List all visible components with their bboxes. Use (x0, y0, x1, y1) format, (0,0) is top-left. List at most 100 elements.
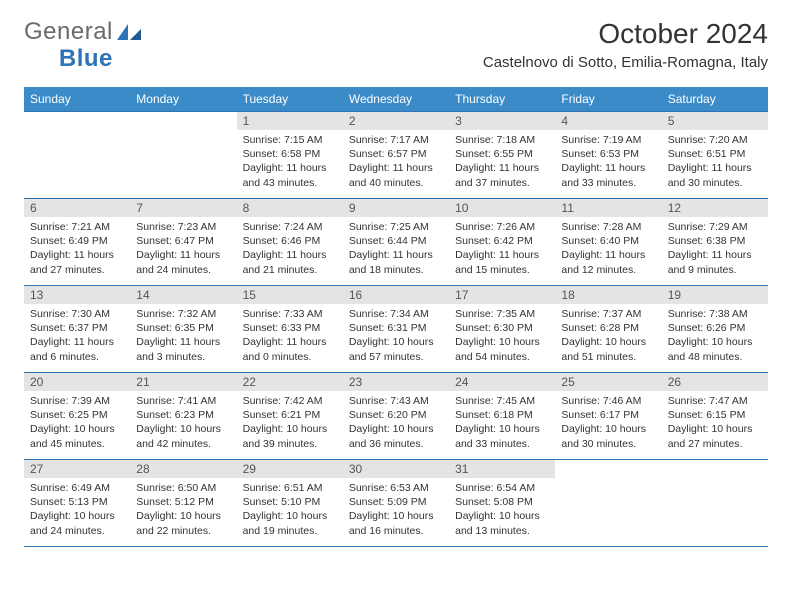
sunset-line: Sunset: 6:46 PM (243, 234, 337, 248)
calendar-day-cell: 16Sunrise: 7:34 AMSunset: 6:31 PMDayligh… (343, 286, 449, 373)
day-details: Sunrise: 7:29 AMSunset: 6:38 PMDaylight:… (662, 217, 768, 281)
weekday-header: Wednesday (343, 87, 449, 112)
daylight-line: Daylight: 10 hours and 39 minutes. (243, 422, 337, 450)
calendar-day-cell: 19Sunrise: 7:38 AMSunset: 6:26 PMDayligh… (662, 286, 768, 373)
daylight-line: Daylight: 11 hours and 24 minutes. (136, 248, 230, 276)
sunset-line: Sunset: 6:37 PM (30, 321, 124, 335)
sunrise-line: Sunrise: 7:42 AM (243, 394, 337, 408)
sunset-line: Sunset: 5:13 PM (30, 495, 124, 509)
daylight-line: Daylight: 11 hours and 12 minutes. (561, 248, 655, 276)
daylight-line: Daylight: 11 hours and 30 minutes. (668, 161, 762, 189)
sunset-line: Sunset: 6:15 PM (668, 408, 762, 422)
day-details: Sunrise: 7:24 AMSunset: 6:46 PMDaylight:… (237, 217, 343, 281)
sunset-line: Sunset: 5:10 PM (243, 495, 337, 509)
daylight-line: Daylight: 11 hours and 40 minutes. (349, 161, 443, 189)
daylight-line: Daylight: 11 hours and 43 minutes. (243, 161, 337, 189)
day-details: Sunrise: 7:35 AMSunset: 6:30 PMDaylight:… (449, 304, 555, 368)
calendar-day-cell: 11Sunrise: 7:28 AMSunset: 6:40 PMDayligh… (555, 199, 661, 286)
location-label: Castelnovo di Sotto, Emilia-Romagna, Ita… (483, 54, 768, 71)
day-details: Sunrise: 7:32 AMSunset: 6:35 PMDaylight:… (130, 304, 236, 368)
sunset-line: Sunset: 6:35 PM (136, 321, 230, 335)
sunset-line: Sunset: 6:44 PM (349, 234, 443, 248)
sunrise-line: Sunrise: 7:28 AM (561, 220, 655, 234)
day-details: Sunrise: 6:53 AMSunset: 5:09 PMDaylight:… (343, 478, 449, 542)
day-details: Sunrise: 7:34 AMSunset: 6:31 PMDaylight:… (343, 304, 449, 368)
calendar-week-row: 20Sunrise: 7:39 AMSunset: 6:25 PMDayligh… (24, 373, 768, 460)
sunrise-line: Sunrise: 6:50 AM (136, 481, 230, 495)
day-details: Sunrise: 7:18 AMSunset: 6:55 PMDaylight:… (449, 130, 555, 194)
sunset-line: Sunset: 5:12 PM (136, 495, 230, 509)
daylight-line: Daylight: 11 hours and 0 minutes. (243, 335, 337, 363)
weekday-header: Saturday (662, 87, 768, 112)
day-details: Sunrise: 7:26 AMSunset: 6:42 PMDaylight:… (449, 217, 555, 281)
sunset-line: Sunset: 6:20 PM (349, 408, 443, 422)
calendar-day-cell: 30Sunrise: 6:53 AMSunset: 5:09 PMDayligh… (343, 460, 449, 547)
day-details: Sunrise: 6:54 AMSunset: 5:08 PMDaylight:… (449, 478, 555, 542)
calendar-day-cell: 8Sunrise: 7:24 AMSunset: 6:46 PMDaylight… (237, 199, 343, 286)
daylight-line: Daylight: 10 hours and 27 minutes. (668, 422, 762, 450)
day-number: 24 (449, 373, 555, 391)
calendar-day-cell: 22Sunrise: 7:42 AMSunset: 6:21 PMDayligh… (237, 373, 343, 460)
sunset-line: Sunset: 6:51 PM (668, 147, 762, 161)
day-details: Sunrise: 7:20 AMSunset: 6:51 PMDaylight:… (662, 130, 768, 194)
sunrise-line: Sunrise: 7:38 AM (668, 307, 762, 321)
calendar-day-cell: 10Sunrise: 7:26 AMSunset: 6:42 PMDayligh… (449, 199, 555, 286)
calendar-day-cell: 29Sunrise: 6:51 AMSunset: 5:10 PMDayligh… (237, 460, 343, 547)
day-number: 14 (130, 286, 236, 304)
day-details: Sunrise: 7:23 AMSunset: 6:47 PMDaylight:… (130, 217, 236, 281)
day-number: 20 (24, 373, 130, 391)
calendar-week-row: 6Sunrise: 7:21 AMSunset: 6:49 PMDaylight… (24, 199, 768, 286)
sunrise-line: Sunrise: 7:19 AM (561, 133, 655, 147)
day-number: 25 (555, 373, 661, 391)
day-details: Sunrise: 7:33 AMSunset: 6:33 PMDaylight:… (237, 304, 343, 368)
sunrise-line: Sunrise: 7:17 AM (349, 133, 443, 147)
day-details: Sunrise: 7:30 AMSunset: 6:37 PMDaylight:… (24, 304, 130, 368)
sunset-line: Sunset: 6:57 PM (349, 147, 443, 161)
sunrise-line: Sunrise: 7:41 AM (136, 394, 230, 408)
calendar-week-row: 27Sunrise: 6:49 AMSunset: 5:13 PMDayligh… (24, 460, 768, 547)
daylight-line: Daylight: 10 hours and 57 minutes. (349, 335, 443, 363)
sunrise-line: Sunrise: 7:46 AM (561, 394, 655, 408)
daylight-line: Daylight: 11 hours and 6 minutes. (30, 335, 124, 363)
day-details: Sunrise: 7:37 AMSunset: 6:28 PMDaylight:… (555, 304, 661, 368)
calendar-day-cell: 17Sunrise: 7:35 AMSunset: 6:30 PMDayligh… (449, 286, 555, 373)
calendar-day-cell: 24Sunrise: 7:45 AMSunset: 6:18 PMDayligh… (449, 373, 555, 460)
sunset-line: Sunset: 6:33 PM (243, 321, 337, 335)
day-number: 8 (237, 199, 343, 217)
calendar-day-cell: 25Sunrise: 7:46 AMSunset: 6:17 PMDayligh… (555, 373, 661, 460)
day-details: Sunrise: 7:25 AMSunset: 6:44 PMDaylight:… (343, 217, 449, 281)
day-details: Sunrise: 7:41 AMSunset: 6:23 PMDaylight:… (130, 391, 236, 455)
calendar-table: Sunday Monday Tuesday Wednesday Thursday… (24, 87, 768, 547)
day-details: Sunrise: 7:38 AMSunset: 6:26 PMDaylight:… (662, 304, 768, 368)
day-number: 13 (24, 286, 130, 304)
sunset-line: Sunset: 5:08 PM (455, 495, 549, 509)
sunset-line: Sunset: 6:40 PM (561, 234, 655, 248)
calendar-day-cell (24, 112, 130, 199)
day-number: 6 (24, 199, 130, 217)
day-number: 7 (130, 199, 236, 217)
sunrise-line: Sunrise: 7:35 AM (455, 307, 549, 321)
daylight-line: Daylight: 11 hours and 37 minutes. (455, 161, 549, 189)
calendar-day-cell: 6Sunrise: 7:21 AMSunset: 6:49 PMDaylight… (24, 199, 130, 286)
sunset-line: Sunset: 6:26 PM (668, 321, 762, 335)
day-number: 1 (237, 112, 343, 130)
day-number: 27 (24, 460, 130, 478)
brand-text-gray: General (24, 18, 113, 46)
sunrise-line: Sunrise: 7:32 AM (136, 307, 230, 321)
day-details: Sunrise: 7:17 AMSunset: 6:57 PMDaylight:… (343, 130, 449, 194)
sunrise-line: Sunrise: 7:20 AM (668, 133, 762, 147)
daylight-line: Daylight: 10 hours and 48 minutes. (668, 335, 762, 363)
day-number: 18 (555, 286, 661, 304)
calendar-day-cell: 26Sunrise: 7:47 AMSunset: 6:15 PMDayligh… (662, 373, 768, 460)
daylight-line: Daylight: 10 hours and 19 minutes. (243, 509, 337, 537)
day-details: Sunrise: 6:50 AMSunset: 5:12 PMDaylight:… (130, 478, 236, 542)
sunrise-line: Sunrise: 7:29 AM (668, 220, 762, 234)
weekday-header-row: Sunday Monday Tuesday Wednesday Thursday… (24, 87, 768, 112)
daylight-line: Daylight: 10 hours and 42 minutes. (136, 422, 230, 450)
sunrise-line: Sunrise: 7:34 AM (349, 307, 443, 321)
day-number: 15 (237, 286, 343, 304)
day-details: Sunrise: 7:42 AMSunset: 6:21 PMDaylight:… (237, 391, 343, 455)
day-number: 31 (449, 460, 555, 478)
sunset-line: Sunset: 6:25 PM (30, 408, 124, 422)
weekday-header: Thursday (449, 87, 555, 112)
